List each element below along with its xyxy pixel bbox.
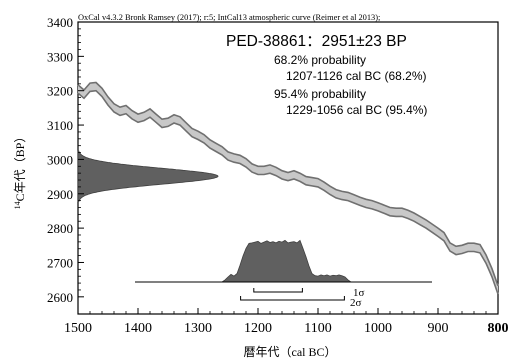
y-tick-label: 2700: [47, 255, 73, 270]
x-tick-label: 800: [488, 321, 509, 336]
calibration-curve-lower-edge: [77, 89, 499, 295]
y-tick-label: 3000: [47, 152, 73, 167]
one-sigma-label: 1σ: [353, 287, 365, 299]
annotation-95-probability: 95.4% probability: [274, 87, 366, 101]
measured-gaussian: [77, 150, 219, 202]
calibrated-distribution: [220, 239, 353, 283]
two-sigma-label: 2σ: [350, 297, 362, 309]
x-tick-label: 1400: [124, 321, 152, 336]
x-tick-label: 1300: [184, 321, 212, 336]
y-tick-label: 2600: [47, 290, 73, 305]
x-tick-label: 1100: [304, 321, 331, 336]
y-tick-label: 3100: [47, 118, 73, 133]
x-tick-label: 900: [428, 321, 449, 336]
annotation-68-probability: 68.2% probability: [274, 53, 366, 67]
y-axis-label-superscript: 14: [13, 201, 22, 209]
x-tick-label: 1200: [244, 321, 272, 336]
axis-ticks: 1500 1400 1300 1200 1100 1000 900 800 2600 2700 28…: [47, 15, 509, 336]
y-axis-label: 14C年代（BP）: [13, 131, 27, 210]
y-tick-label: 3300: [47, 49, 73, 64]
calibration-curve: [77, 81, 499, 295]
calibrated-probability-area: [220, 239, 353, 283]
annotation-95-range: 1229-1056 cal BC (95.4%): [286, 103, 427, 117]
y-axis-label-main: C年代（BP）: [13, 131, 27, 202]
measured-distribution: [77, 150, 219, 202]
sample-label: PED-38861：2951±23 BP: [226, 33, 407, 50]
x-tick-label: 1000: [364, 321, 392, 336]
calibration-curve-upper-edge: [77, 81, 499, 287]
y-tick-label: 3400: [47, 15, 73, 30]
one-sigma-bracket: [253, 288, 303, 293]
y-tick-label: 2900: [47, 187, 73, 202]
x-axis-label: 暦年代（cal BC）: [244, 345, 337, 359]
chart-header: OxCal v4.3.2 Bronk Ramsey (2017); r:5; I…: [78, 13, 380, 22]
y-tick-label: 2800: [47, 221, 73, 236]
two-sigma-bracket: [240, 296, 345, 301]
sigma-ranges: [240, 288, 345, 301]
y-tick-label: 3200: [47, 84, 73, 99]
x-tick-label: 1500: [64, 321, 92, 336]
annotation-68-range: 1207-1126 cal BC (68.2%): [286, 69, 427, 83]
